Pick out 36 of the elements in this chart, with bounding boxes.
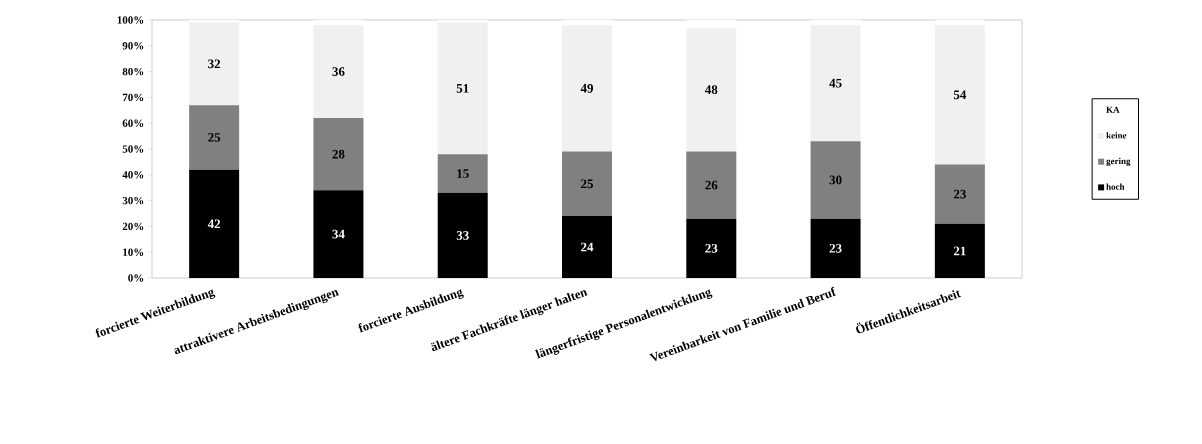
data-label: 28 <box>332 149 345 159</box>
data-label: 32 <box>208 59 221 69</box>
data-label: 21 <box>953 246 966 256</box>
data-label: 45 <box>829 78 842 88</box>
y-tick-label: 0% <box>128 274 144 282</box>
y-tick-label: 50% <box>122 145 144 153</box>
y-tick-label: 80% <box>122 67 144 76</box>
data-label: 15 <box>457 169 469 178</box>
legend-label: keine <box>1106 132 1127 139</box>
y-tick-label: 10% <box>123 248 144 256</box>
y-tick-label: 40% <box>122 171 144 179</box>
data-label: 42 <box>207 219 221 229</box>
data-label: 33 <box>456 231 469 240</box>
y-tick-label: 30% <box>122 196 144 205</box>
data-label: 30 <box>829 175 842 185</box>
data-label: 36 <box>332 67 345 76</box>
data-label: 49 <box>580 84 594 93</box>
data-label: 34 <box>332 229 345 239</box>
data-label: 25 <box>208 133 221 142</box>
data-label: 23 <box>705 243 718 253</box>
data-label: 26 <box>705 180 718 190</box>
legend-label: hoch <box>1106 183 1125 190</box>
y-tick-label: 70% <box>122 93 144 102</box>
data-label: 23 <box>953 189 966 199</box>
legend-label: gering <box>1106 157 1131 167</box>
text: KA <box>1106 106 1120 113</box>
data-label: 51 <box>456 84 469 93</box>
data-label: 24 <box>581 242 594 252</box>
y-tick-label: 100% <box>117 16 144 24</box>
y-tick-label: 20% <box>122 222 144 231</box>
data-label: 25 <box>581 179 594 189</box>
y-tick-label: 60% <box>122 119 144 127</box>
y-tick-label: 90% <box>122 42 144 50</box>
data-label: 54 <box>953 90 967 100</box>
data-label: 23 <box>829 243 842 253</box>
data-label: 48 <box>704 85 718 95</box>
